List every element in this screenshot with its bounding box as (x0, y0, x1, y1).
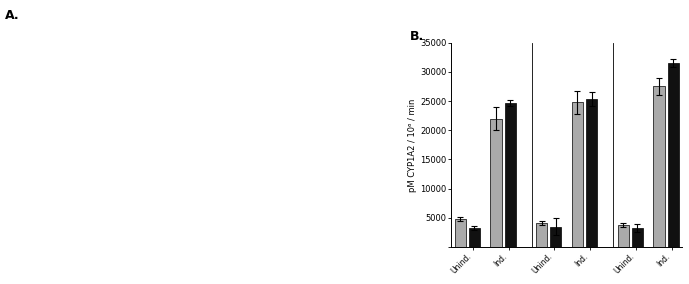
Bar (572, 102, 583, 247)
Bar (469, 228, 480, 247)
Bar (632, 228, 643, 247)
Text: A.: A. (4, 9, 19, 22)
Y-axis label: pM CYP1A2 / 10⁶ / min: pM CYP1A2 / 10⁶ / min (409, 98, 418, 191)
Bar (551, 227, 562, 247)
Text: B.: B. (410, 30, 424, 43)
Bar (668, 63, 679, 247)
Bar (586, 99, 597, 247)
Bar (504, 103, 515, 247)
Bar (536, 223, 547, 247)
Bar (653, 86, 665, 247)
Bar (618, 225, 629, 247)
Bar (491, 118, 502, 247)
Bar (455, 219, 466, 247)
